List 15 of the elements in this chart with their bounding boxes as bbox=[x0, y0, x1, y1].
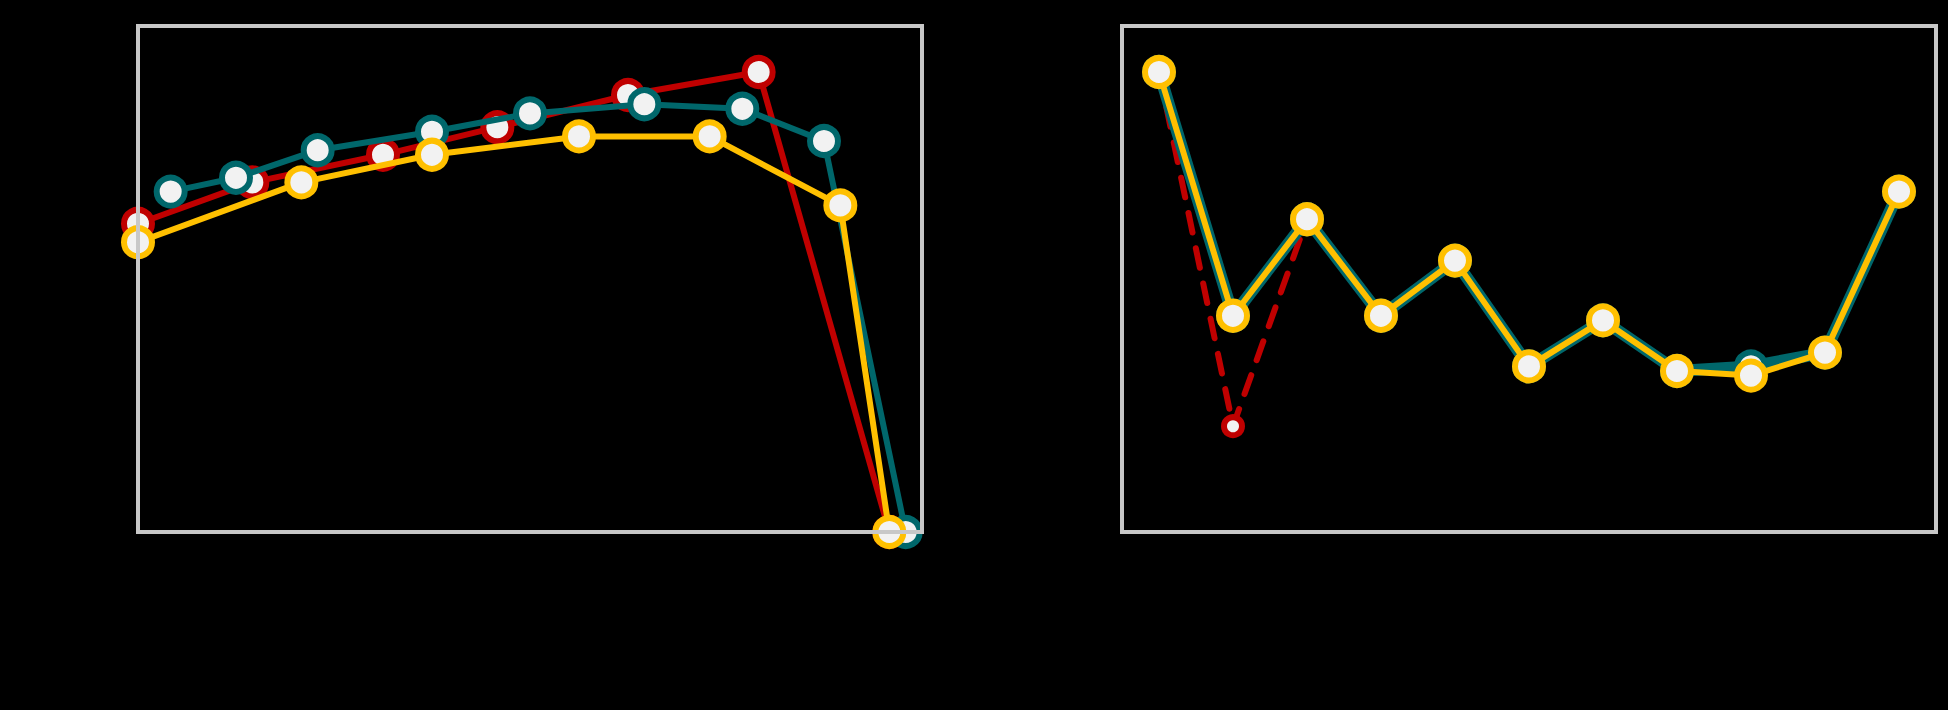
point bbox=[725, 91, 760, 126]
point bbox=[1221, 414, 1245, 439]
point bbox=[513, 96, 547, 131]
point bbox=[807, 124, 841, 158]
point bbox=[300, 133, 335, 168]
point bbox=[823, 188, 858, 223]
point bbox=[153, 174, 188, 209]
point bbox=[692, 119, 727, 154]
point bbox=[284, 165, 319, 200]
point bbox=[1734, 358, 1768, 393]
point bbox=[741, 55, 776, 89]
point bbox=[562, 119, 596, 154]
point bbox=[219, 160, 253, 195]
point bbox=[415, 137, 449, 172]
point bbox=[627, 87, 662, 122]
